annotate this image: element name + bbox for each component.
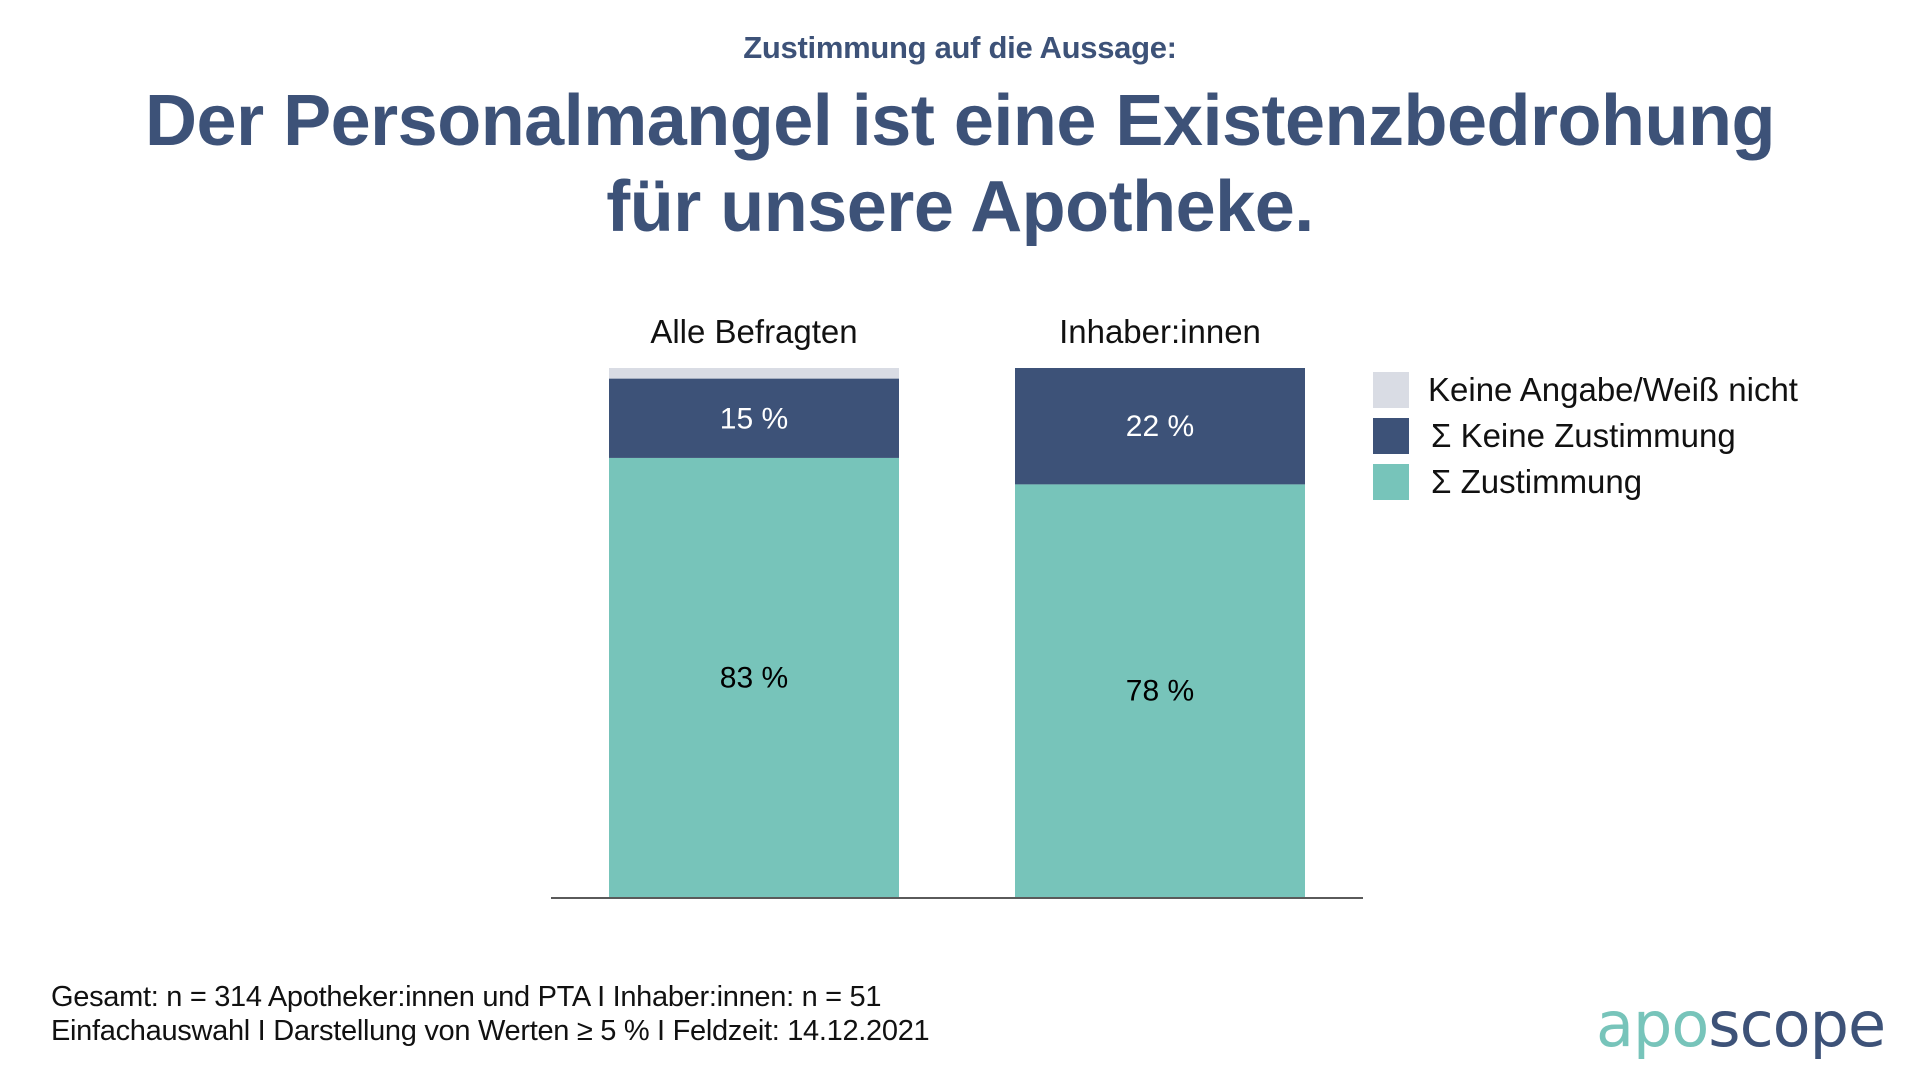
legend-swatch-zustimmung [1373,464,1409,500]
legend-label: Σ Zustimmung [1431,463,1643,500]
logo-part-scope: scope [1708,988,1886,1061]
chart-title-line-1: Der Personalmangel ist eine Existenzbedr… [145,81,1775,161]
legend-item-keine-zustimmung: Σ Keine Zustimmung [1373,417,1798,454]
data-label: 22 % [1126,410,1194,443]
aposcope-logo: aposcope [1596,988,1886,1061]
legend: Keine Angabe/Weiß nicht Σ Keine Zustimmu… [1373,371,1798,510]
footnote: Gesamt: n = 314 Apotheker:innen und PTA … [51,980,930,1048]
value-labels-group: 83 % 15 % 78 % 22 % [720,402,1194,707]
legend-item-keine-angabe: Keine Angabe/Weiß nicht [1373,371,1798,408]
data-label: 15 % [720,402,788,435]
bar-segment-zustimmung-1 [609,457,899,897]
chart-subtitle: Zustimmung auf die Aussage: [743,30,1177,65]
legend-swatch-keine-angabe [1373,372,1409,408]
legend-label: Keine Angabe/Weiß nicht [1428,371,1798,408]
category-label: Inhaber:innen [1059,313,1261,350]
category-labels-group: Alle Befragten Inhaber:innen [650,313,1261,350]
footnote-method: Einfachauswahl I Darstellung von Werten … [51,1015,930,1047]
legend-swatch-keine-zustimmung [1373,418,1409,454]
chart-title-line-2: für unsere Apotheke. [606,167,1314,247]
logo-part-apo: apo [1596,988,1709,1061]
footnote-sample-size: Gesamt: n = 314 Apotheker:innen und PTA … [51,981,882,1013]
bar-segment-zustimmung-2 [1015,484,1305,897]
category-label: Alle Befragten [650,313,857,350]
bars-group [609,368,1305,897]
legend-label: Σ Keine Zustimmung [1431,417,1736,454]
bar-segment-keine-zustimmung-2 [1015,368,1305,485]
chart-title: Der Personalmangel ist eine Existenzbedr… [0,78,1920,250]
legend-item-zustimmung: Σ Zustimmung [1373,463,1798,500]
data-label: 83 % [720,661,788,694]
bar-segment-keine-angabe-wei-nicht-1 [609,368,899,379]
data-label: 78 % [1126,675,1194,708]
bar-segment-keine-zustimmung-1 [609,378,899,458]
